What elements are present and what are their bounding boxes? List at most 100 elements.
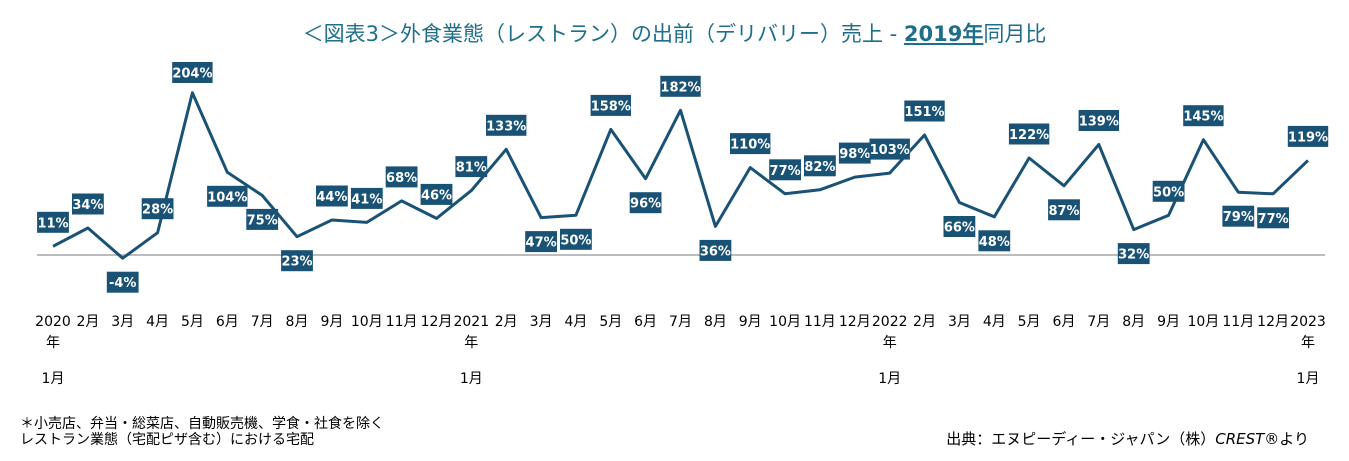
data-label-box [1117, 243, 1150, 265]
data-label-box [207, 185, 248, 207]
data-label-box [730, 133, 771, 155]
x-tick-label: 7月 [251, 314, 274, 330]
data-label-box [629, 192, 662, 214]
data-label-text: 182% [660, 80, 700, 95]
data-label-box [525, 231, 557, 253]
x-tick-label: 5月 [1018, 314, 1041, 330]
x-tick-label: 2023 [1290, 314, 1326, 330]
data-label-box [1222, 205, 1255, 227]
x-tick-label: 2月 [495, 314, 518, 330]
data-label: 77% [769, 159, 801, 181]
x-tick-label: 11月 [1222, 314, 1254, 330]
data-label: 119% [1287, 125, 1329, 147]
data-label-text: 139% [1079, 115, 1119, 130]
data-label-text: 75% [247, 213, 278, 228]
x-tick-label: 11月 [804, 314, 836, 330]
data-label-box [172, 62, 213, 83]
x-tick-label: 9月 [739, 314, 762, 330]
data-label-text: 68% [386, 171, 417, 186]
data-label: 44% [316, 185, 348, 207]
data-label: 182% [660, 75, 701, 97]
data-label: 96% [629, 192, 662, 214]
data-label-box [246, 208, 279, 230]
data-label-text: 46% [421, 188, 452, 203]
data-label-box [385, 166, 418, 188]
data-label: 11% [37, 211, 69, 233]
x-tick-label: 4月 [983, 314, 1006, 330]
x-tick-label: 9月 [1157, 314, 1180, 330]
data-label: 122% [1008, 123, 1050, 145]
data-label-text: 77% [770, 164, 801, 179]
x-tick-label: 4月 [564, 314, 587, 330]
data-label-text: 28% [142, 203, 173, 218]
data-label: 139% [1078, 110, 1119, 131]
data-label: 98% [838, 142, 871, 164]
data-label-box [1257, 207, 1289, 229]
data-label-box [560, 228, 592, 250]
series-line [52, 91, 1310, 260]
data-label-box [904, 100, 945, 122]
x-tick-label: 12月 [1257, 314, 1289, 330]
data-label-text: 151% [904, 105, 944, 120]
data-label-box [660, 75, 701, 97]
data-label-text: 104% [207, 190, 247, 205]
x-tick-label: 9月 [320, 314, 343, 330]
data-label: 68% [385, 166, 418, 188]
data-label-box [804, 155, 836, 177]
data-label: 47% [525, 231, 557, 253]
data-label-box [1048, 199, 1080, 221]
title-main: ＜図表3＞外食業態（レストラン）の出前（デリバリー）売上 - [302, 22, 904, 46]
data-label: 104% [207, 185, 248, 207]
data-label-text: -4% [109, 276, 136, 291]
data-label-text: 204% [172, 67, 212, 82]
data-label-text: 77% [1258, 212, 1289, 227]
source-credit: 出典：エヌピーディー・ジャパン（株）CREST®より [946, 428, 1309, 449]
data-label: 32% [1117, 243, 1150, 265]
chart-title: ＜図表3＞外食業態（レストラン）の出前（デリバリー）売上 - 2019年同月比 [0, 18, 1349, 48]
data-label: 133% [486, 114, 527, 136]
data-label: 46% [420, 183, 453, 205]
x-tick-label: 年 [464, 335, 478, 351]
data-label-box [350, 187, 383, 209]
x-tick-label: 10月 [351, 314, 383, 330]
data-label: 145% [1183, 105, 1224, 127]
data-label-text: 145% [1183, 110, 1223, 125]
data-label-text: 11% [37, 216, 68, 231]
data-label: 75% [246, 208, 279, 230]
data-label-box [72, 193, 104, 215]
source-prefix: 出典：エヌピーディー・ジャパン（株） [946, 430, 1216, 448]
source-suffix: より [1279, 430, 1309, 448]
data-label: 28% [141, 198, 174, 220]
x-tick-label: 2020 [35, 314, 71, 330]
data-label-box [1008, 123, 1050, 145]
x-tick-label: 2021 [453, 314, 489, 330]
title-highlight: 2019年 [903, 22, 984, 46]
data-label: 23% [281, 250, 313, 272]
data-label-box [838, 142, 871, 164]
x-tick-label: 2月 [913, 314, 936, 330]
data-label-box [1152, 180, 1185, 202]
data-label-text: 41% [351, 192, 382, 207]
data-label: 103% [869, 138, 910, 160]
x-tick-label: 6月 [1053, 314, 1076, 330]
data-label-box [943, 216, 976, 237]
x-tick-label: 12月 [839, 314, 871, 330]
x-tick-label: 5月 [599, 314, 622, 330]
x-tick-label: 12月 [421, 314, 453, 330]
data-label-text: 119% [1288, 130, 1328, 145]
data-label-box [37, 211, 69, 233]
x-tick-label: 4月 [146, 314, 169, 330]
data-label: 77% [1257, 207, 1289, 229]
data-label-text: 48% [979, 235, 1010, 250]
x-tick-label: 1月 [1297, 371, 1320, 387]
x-tick-label: 5月 [181, 314, 204, 330]
data-label: 87% [1048, 199, 1080, 221]
data-label-text: 47% [526, 236, 557, 251]
data-label-text: 96% [630, 197, 661, 212]
data-label-box [978, 230, 1011, 252]
data-label-box [869, 138, 910, 160]
data-label-text: 44% [316, 190, 347, 205]
data-label: 81% [455, 156, 488, 178]
data-label: 50% [560, 228, 592, 250]
source-italic: CREST® [1215, 430, 1280, 448]
